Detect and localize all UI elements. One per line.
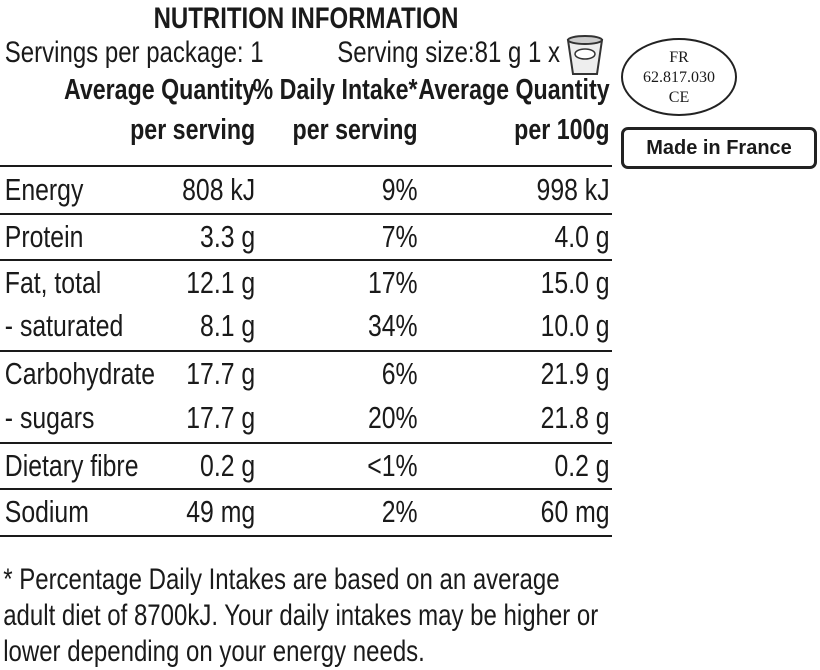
table-row: - saturated 8.1 g 34% 10.0 g xyxy=(0,304,612,350)
table-cell: 49 mg xyxy=(186,494,256,529)
divider xyxy=(0,350,612,352)
table-cell: Protein xyxy=(4,219,84,254)
table-row: Carbohydrate 17.7 g 6% 21.9 g xyxy=(0,352,612,398)
table-cell: 808 kJ xyxy=(182,172,256,207)
header-daily-intake-sub: per serving xyxy=(292,114,418,146)
header-avg-serving: Average Quantity xyxy=(63,74,256,106)
divider xyxy=(0,165,612,167)
table-cell: Sodium xyxy=(4,494,89,529)
table-row: Protein 3.3 g 7% 4.0 g xyxy=(0,215,612,261)
divider xyxy=(0,488,612,490)
table-cell: 21.8 g xyxy=(540,400,610,435)
table-cell: 17.7 g xyxy=(186,356,256,391)
table-cell: 6% xyxy=(381,356,418,391)
header-avg-100g-sub: per 100g xyxy=(514,114,610,146)
divider xyxy=(0,259,612,261)
table-cell: 4.0 g xyxy=(554,219,610,254)
table-row: Fat, total 12.1 g 17% 15.0 g xyxy=(0,261,612,307)
divider xyxy=(0,535,612,537)
table-cell: - sugars xyxy=(4,400,95,435)
table-cell: 9% xyxy=(381,172,418,207)
table-cell: <1% xyxy=(367,448,418,483)
header-daily-intake: % Daily Intake* xyxy=(252,74,418,106)
table-cell: Carbohydrate xyxy=(4,356,156,391)
health-mark-number: 62.817.030 xyxy=(643,69,715,86)
header-avg-100g: Average Quantity xyxy=(418,74,610,106)
table-cell: 7% xyxy=(381,219,418,254)
table-row: Energy 808 kJ 9% 998 kJ xyxy=(0,168,612,214)
table-cell: 20% xyxy=(367,400,418,435)
made-in-france-badge: Made in France xyxy=(621,127,817,169)
panel-title: NUTRITION INFORMATION xyxy=(153,2,459,35)
table-cell: 17.7 g xyxy=(186,400,256,435)
divider xyxy=(0,442,612,444)
servings-per-package: Servings per package: 1 xyxy=(4,36,264,69)
table-cell: 0.2 g xyxy=(554,448,610,483)
health-mark-oval: FR 62.817.030 CE xyxy=(621,38,737,116)
table-cell: 3.3 g xyxy=(200,219,256,254)
table-cell: Dietary fibre xyxy=(4,448,139,483)
serving-size: Serving size:81 g 1 x xyxy=(337,36,560,69)
footnote: * Percentage Daily Intakes are based on … xyxy=(3,563,599,668)
table-cell: 21.9 g xyxy=(540,356,610,391)
table-cell: 998 kJ xyxy=(536,172,610,207)
nutrition-panel: NUTRITION INFORMATION Servings per packa… xyxy=(0,2,612,668)
table-cell: - saturated xyxy=(4,308,124,343)
table-cell: 60 mg xyxy=(540,494,610,529)
table-cell: 12.1 g xyxy=(186,265,256,300)
table-cell: 10.0 g xyxy=(540,308,610,343)
table-cell: Energy xyxy=(4,172,84,207)
header-avg-serving-sub: per serving xyxy=(130,114,256,146)
table-row: Sodium 49 mg 2% 60 mg xyxy=(0,490,612,536)
table-row: - sugars 17.7 g 20% 21.8 g xyxy=(0,396,612,442)
table-row: Dietary fibre 0.2 g <1% 0.2 g xyxy=(0,444,612,490)
yoghurt-cup-icon xyxy=(566,35,604,75)
table-cell: 2% xyxy=(381,494,418,529)
table-cell: 8.1 g xyxy=(200,308,256,343)
health-mark-country: FR xyxy=(669,49,689,66)
divider xyxy=(0,213,612,215)
health-mark-ce: CE xyxy=(668,89,690,106)
table-cell: 17% xyxy=(367,265,418,300)
table-cell: 15.0 g xyxy=(540,265,610,300)
table-cell: Fat, total xyxy=(4,265,102,300)
table-cell: 0.2 g xyxy=(200,448,256,483)
table-cell: 34% xyxy=(367,308,418,343)
